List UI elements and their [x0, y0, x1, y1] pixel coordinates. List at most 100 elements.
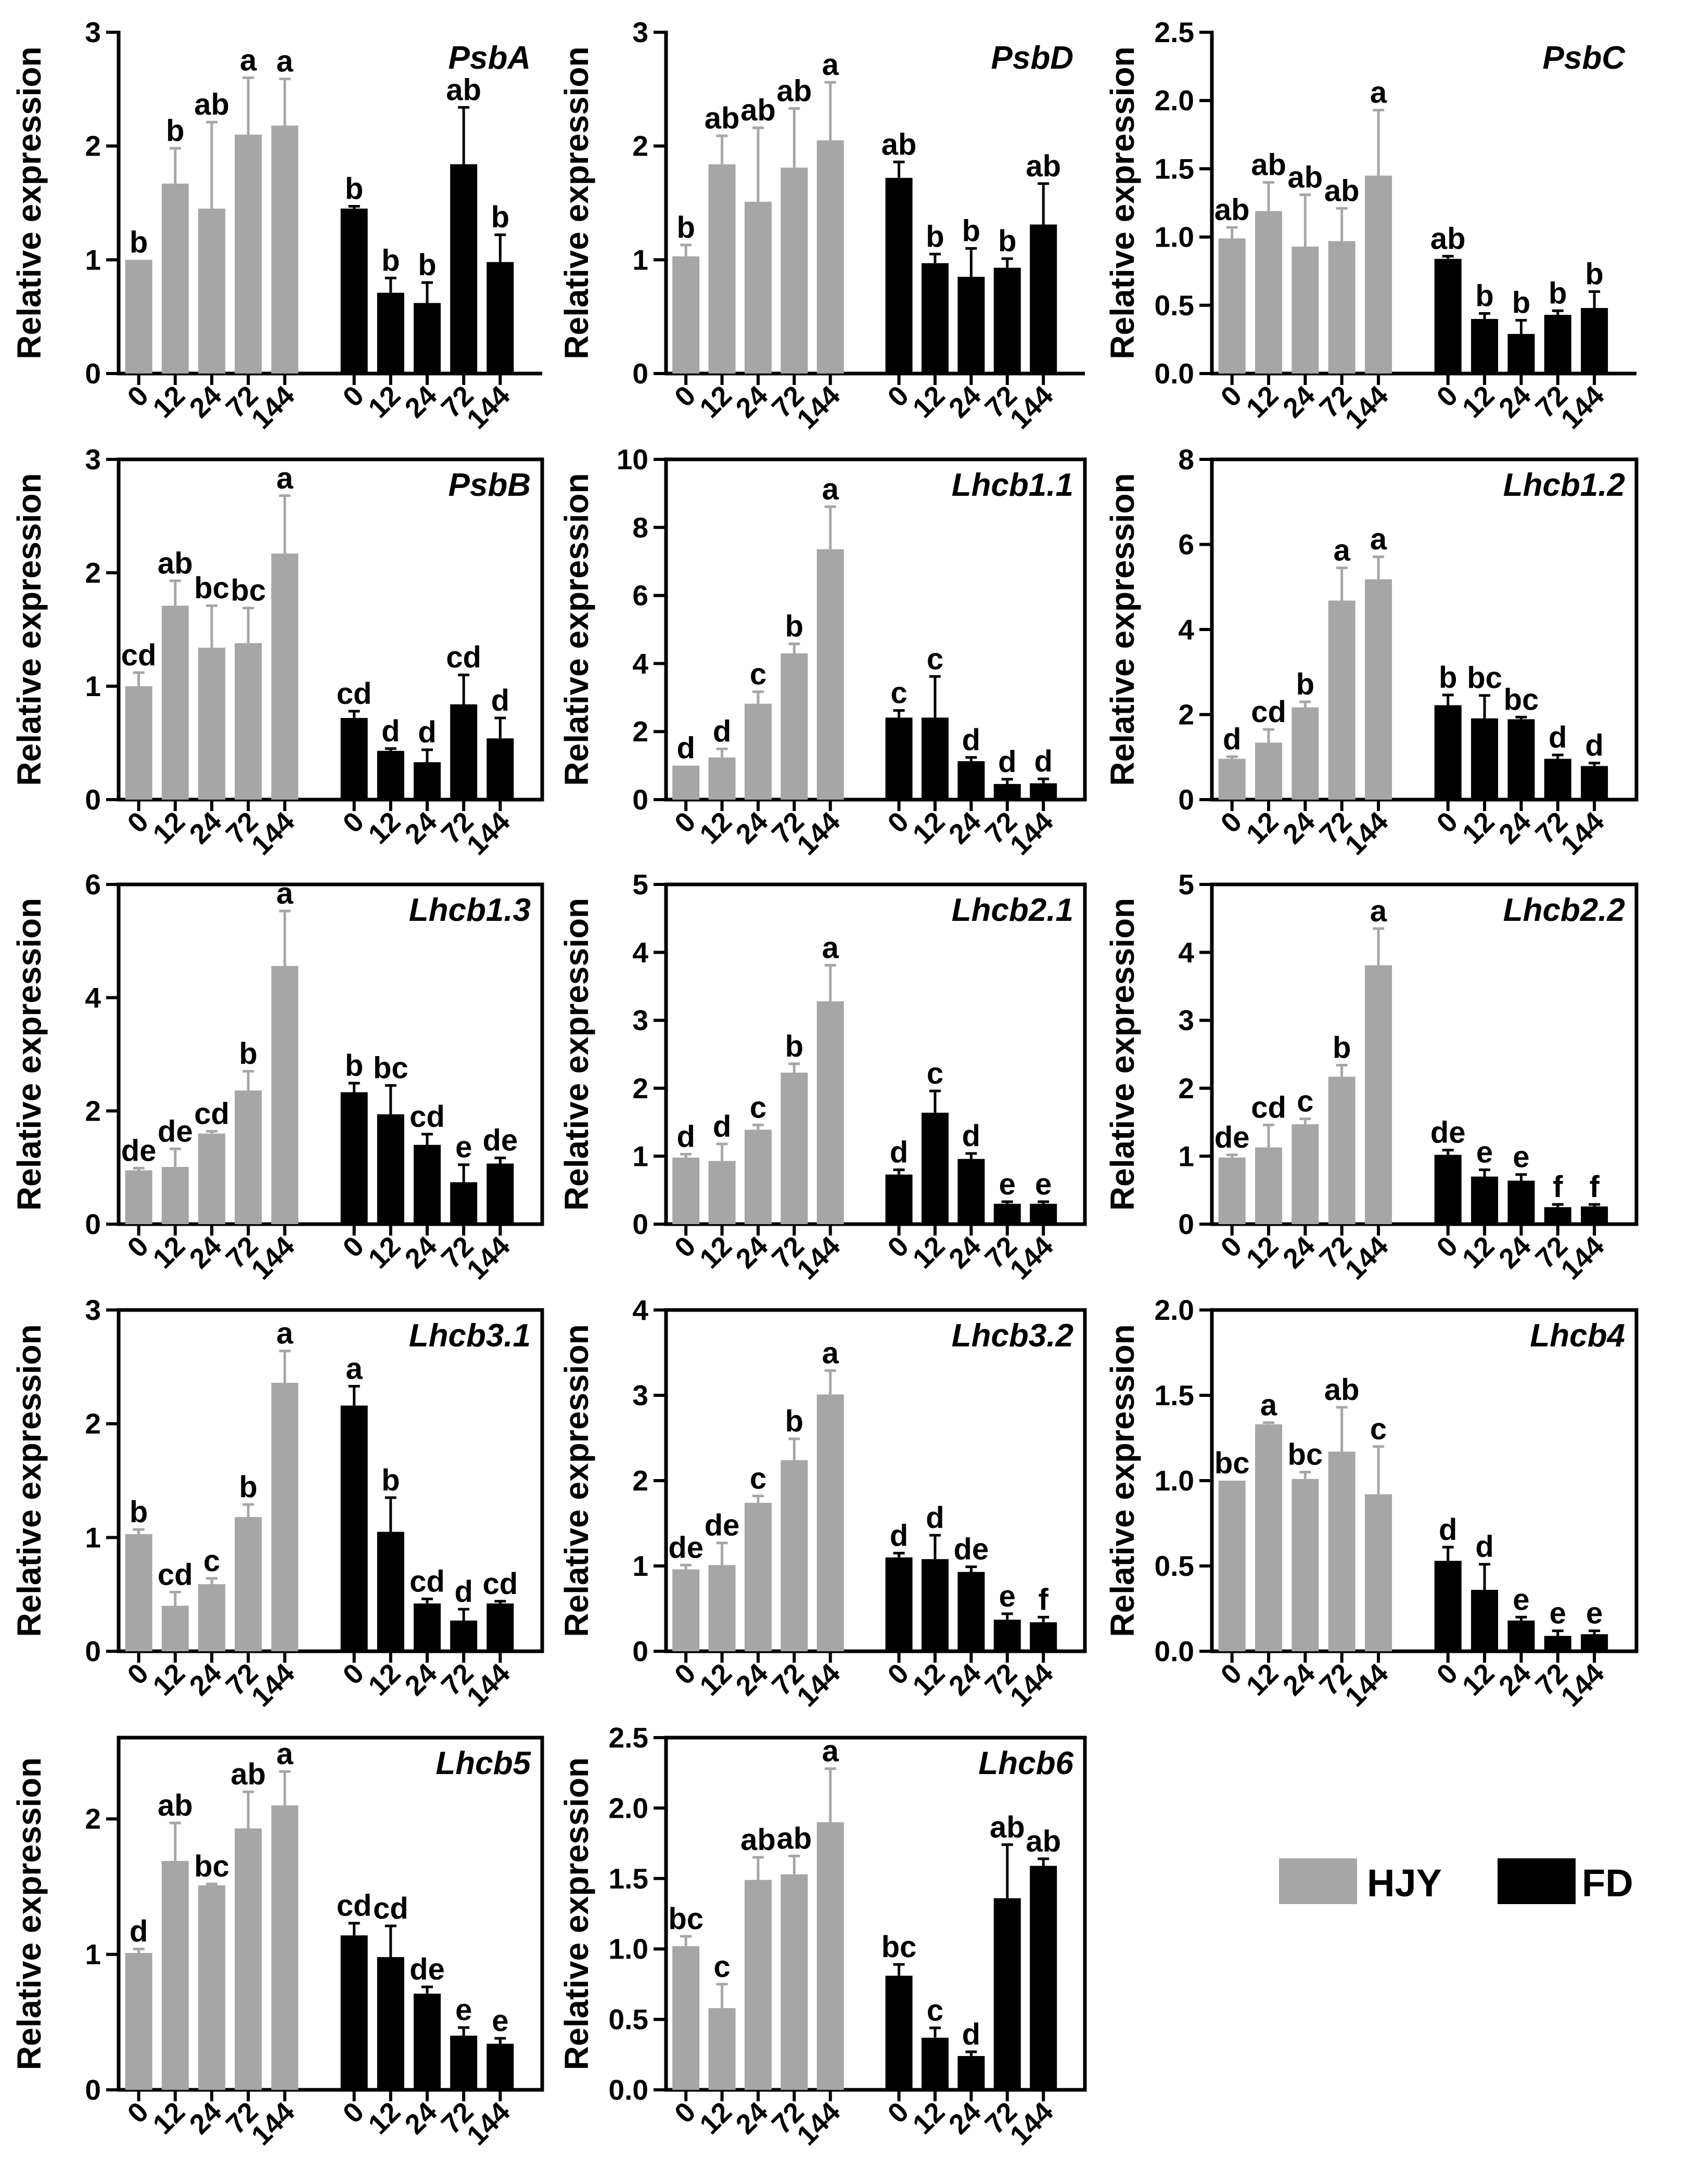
- significance-letter: b: [785, 1405, 803, 1438]
- bar-fd-12: [377, 1957, 404, 2090]
- significance-letter: d: [926, 1501, 944, 1535]
- y-tick-label: 4: [1178, 613, 1194, 646]
- significance-letter: b: [676, 211, 695, 245]
- y-tick-label: 1.5: [1155, 152, 1194, 185]
- significance-letter: d: [713, 715, 731, 749]
- significance-letter: c: [203, 1544, 220, 1578]
- bar-fd-72: [1544, 1207, 1571, 1224]
- bar-fd-144: [1030, 224, 1057, 374]
- bar-hjy-24: [198, 1133, 225, 1224]
- y-tick-label: 6: [1178, 529, 1194, 561]
- bar-fd-0: [340, 1405, 368, 1651]
- y-tick-label: 2: [85, 1803, 101, 1835]
- significance-letter: de: [954, 1533, 989, 1566]
- y-tick-label: 3: [632, 1004, 648, 1036]
- panel-lhcb6: 0.0 0.5 1.0 1.5 2.0 2.5 Relative expression Lhc…: [558, 1721, 1087, 2151]
- plot-frame: [117, 882, 544, 1226]
- significance-letter: e: [492, 2004, 508, 2038]
- bar-fd-12: [922, 1112, 949, 1224]
- bar-fd-24: [413, 1994, 441, 2090]
- bar-fd-0: [885, 177, 913, 374]
- bar-fd-24: [413, 762, 441, 800]
- significance-letter: b: [785, 609, 803, 643]
- y-tick-label: 0.0: [1155, 357, 1194, 390]
- significance-letter: b: [1475, 279, 1493, 313]
- panel-title: Lhcb6: [978, 1745, 1073, 1781]
- bar-fd-144: [487, 262, 514, 374]
- bar-hjy-0: [125, 1534, 152, 1651]
- bar-hjy-72: [1328, 241, 1355, 374]
- significance-letter: c: [1370, 1412, 1387, 1446]
- bar-hjy-0: [1218, 1158, 1246, 1224]
- significance-letter: f: [1589, 1170, 1600, 1204]
- y-tick-label: 2: [85, 1408, 101, 1440]
- bar-fd-0: [885, 1975, 913, 2090]
- y-tick-label: 10: [617, 443, 648, 476]
- significance-letter: ab: [990, 1810, 1025, 1844]
- bar-fd-72: [450, 1620, 478, 1651]
- y-tick-label: 1.0: [1155, 1464, 1194, 1497]
- significance-letter: c: [713, 1950, 730, 1984]
- significance-letter: a: [276, 1317, 293, 1351]
- bar-fd-144: [1030, 1866, 1057, 2090]
- bar-hjy-12: [1255, 211, 1283, 374]
- significance-letter: ab: [777, 1821, 812, 1855]
- bar-hjy-72: [235, 134, 262, 374]
- significance-letter: d: [1034, 744, 1052, 778]
- bar-fd-72: [450, 704, 478, 800]
- plot-frame: [664, 1736, 1087, 2092]
- y-tick-label: 2: [632, 1464, 648, 1497]
- significance-letter: d: [1439, 1513, 1457, 1547]
- y-tick-label: 4: [632, 936, 648, 969]
- y-tick-label: 0: [1178, 783, 1194, 816]
- significance-letter: ab: [777, 74, 812, 108]
- y-tick-label: 3: [85, 1294, 101, 1326]
- significance-letter: b: [785, 1030, 803, 1063]
- bar-fd-0: [340, 1935, 368, 2090]
- bar-fd-144: [487, 1603, 514, 1651]
- bar-fd-24: [1507, 1620, 1535, 1651]
- y-axis-title: Relative expression: [10, 473, 48, 786]
- bar-fd-144: [1581, 1206, 1608, 1224]
- significance-letter: b: [381, 243, 400, 277]
- significance-letter: cd: [337, 1889, 372, 1923]
- significance-letter: de: [1214, 1121, 1250, 1154]
- bar-hjy-12: [1255, 1147, 1283, 1224]
- y-tick-label: 1: [632, 1140, 648, 1172]
- significance-letter: b: [381, 1463, 400, 1497]
- significance-letter: a: [240, 43, 257, 77]
- bar-hjy-72: [235, 1517, 262, 1651]
- significance-letter: b: [998, 224, 1016, 258]
- significance-letter: c: [1297, 1085, 1313, 1119]
- significance-letter: e: [1513, 1583, 1529, 1616]
- y-axis-title: Relative expression: [1104, 898, 1141, 1211]
- bar-hjy-24: [198, 647, 225, 800]
- significance-letter: a: [1370, 76, 1387, 110]
- y-tick-label: 4: [85, 982, 101, 1014]
- significance-letter: d: [962, 2018, 980, 2051]
- bar-hjy-72: [781, 1460, 808, 1651]
- significance-letter: b: [491, 200, 509, 234]
- bar-hjy-0: [1218, 1481, 1246, 1651]
- significance-letter: c: [927, 1994, 943, 2027]
- bar-hjy-144: [271, 1382, 299, 1651]
- significance-letter: b: [1512, 286, 1530, 320]
- bar-hjy-24: [198, 208, 225, 374]
- significance-letter: d: [130, 1915, 148, 1948]
- panel-title: Lhcb3.2: [952, 1318, 1073, 1354]
- y-tick-label: 1: [85, 243, 101, 276]
- bar-hjy-12: [161, 1167, 189, 1224]
- legend-label-fd: FD: [1582, 1861, 1633, 1905]
- y-tick-label: 1.5: [609, 1862, 648, 1895]
- significance-letter: a: [1370, 522, 1387, 556]
- bar-fd-72: [450, 164, 478, 374]
- significance-letter: c: [750, 658, 766, 691]
- significance-letter: f: [1039, 1583, 1049, 1616]
- y-tick-label: 2: [85, 130, 101, 162]
- y-tick-label: 0: [1178, 1208, 1194, 1240]
- y-tick-label: 2: [85, 557, 101, 589]
- bar-hjy-144: [1365, 175, 1392, 374]
